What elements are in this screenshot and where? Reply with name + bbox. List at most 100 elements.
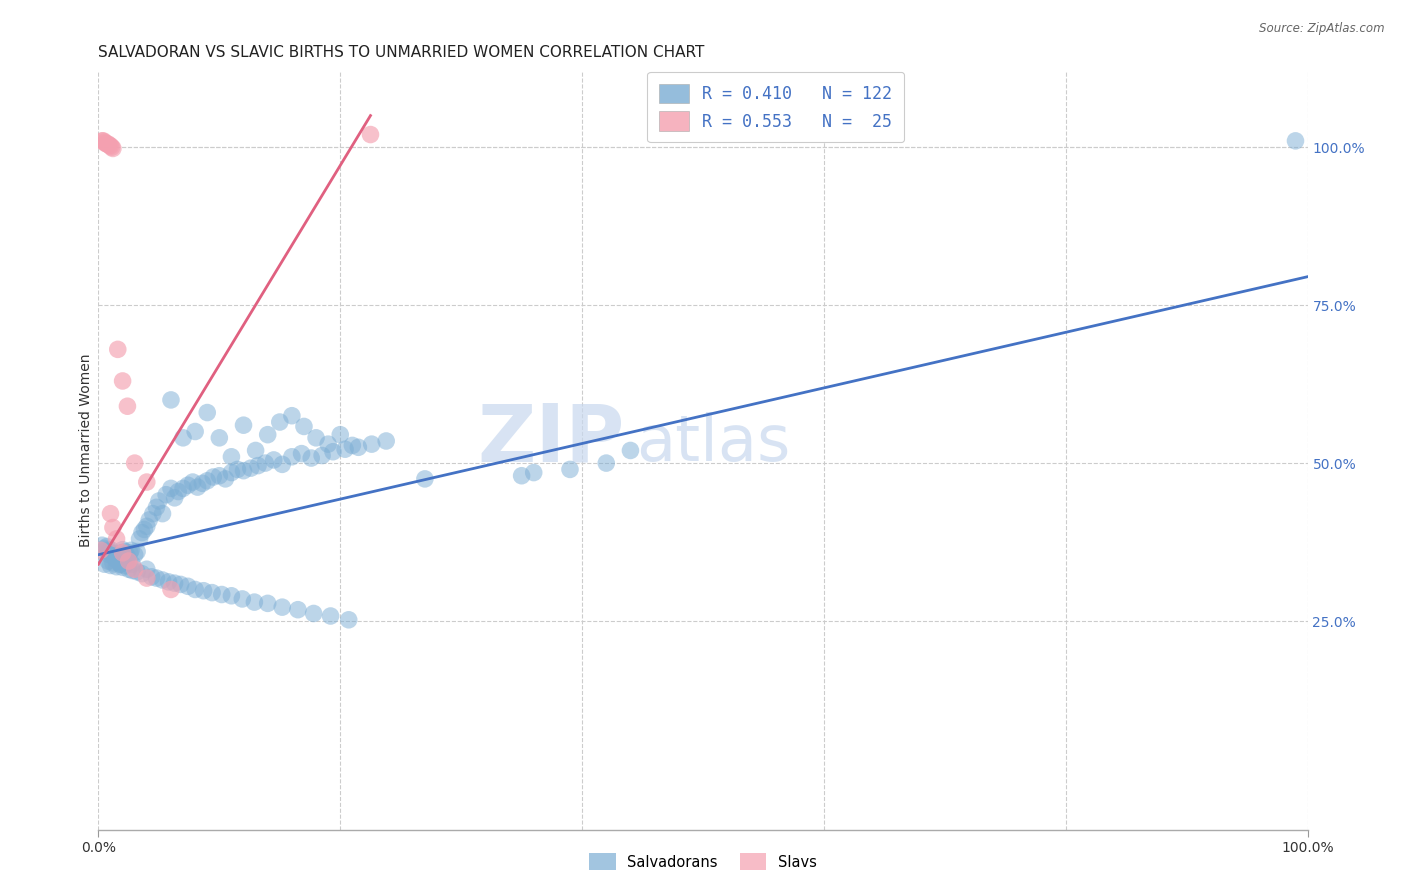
Point xyxy=(226,462,249,476)
Point xyxy=(269,415,291,429)
Point xyxy=(107,343,129,357)
Text: SALVADORAN VS SLAVIC BIRTHS TO UNMARRIED WOMEN CORRELATION CHART: SALVADORAN VS SLAVIC BIRTHS TO UNMARRIED… xyxy=(98,45,704,61)
Point xyxy=(254,456,277,470)
Point xyxy=(100,546,122,560)
Point xyxy=(232,464,254,478)
Point xyxy=(256,427,278,442)
Point xyxy=(100,558,122,573)
Point xyxy=(247,458,270,473)
Point xyxy=(141,570,163,584)
Legend: Salvadorans, Slavs: Salvadorans, Slavs xyxy=(582,847,824,878)
Point xyxy=(93,541,115,556)
Point xyxy=(124,548,146,562)
Point xyxy=(93,557,115,572)
Point xyxy=(111,374,134,388)
Point xyxy=(191,476,214,491)
Point xyxy=(138,513,160,527)
Point xyxy=(108,557,131,572)
Point xyxy=(131,566,153,581)
Point xyxy=(121,557,143,572)
Point xyxy=(160,582,183,597)
Point xyxy=(127,544,149,558)
Point xyxy=(177,579,200,593)
Point xyxy=(619,443,641,458)
Point xyxy=(117,549,139,564)
Point xyxy=(101,547,124,561)
Point xyxy=(305,431,328,445)
Point xyxy=(160,392,183,407)
Point xyxy=(211,588,233,602)
Point xyxy=(104,552,127,566)
Point xyxy=(118,546,141,560)
Point xyxy=(100,140,122,154)
Point xyxy=(135,562,157,576)
Point xyxy=(208,468,231,483)
Point xyxy=(360,128,382,142)
Point xyxy=(271,458,294,472)
Point xyxy=(115,552,138,566)
Point xyxy=(195,406,218,420)
Point xyxy=(208,431,231,445)
Point xyxy=(243,595,266,609)
Point xyxy=(101,141,124,155)
Point xyxy=(98,138,121,153)
Point xyxy=(163,491,186,505)
Point xyxy=(347,440,370,454)
Point xyxy=(202,470,225,484)
Point xyxy=(245,443,267,458)
Point xyxy=(155,488,177,502)
Point xyxy=(148,494,170,508)
Point xyxy=(111,542,134,557)
Point xyxy=(169,577,191,591)
Point xyxy=(299,451,322,466)
Point xyxy=(360,437,382,451)
Point xyxy=(111,560,134,574)
Point xyxy=(100,139,122,153)
Point xyxy=(333,442,356,457)
Point xyxy=(127,565,149,579)
Point xyxy=(145,500,167,515)
Point xyxy=(103,549,125,564)
Point xyxy=(263,453,285,467)
Point xyxy=(114,558,136,573)
Point xyxy=(94,543,117,558)
Point xyxy=(195,474,218,488)
Point xyxy=(181,475,204,489)
Point xyxy=(101,556,124,570)
Point xyxy=(118,554,141,568)
Point xyxy=(131,525,153,540)
Point xyxy=(316,437,339,451)
Point xyxy=(256,596,278,610)
Legend: R = 0.410   N = 122, R = 0.553   N =  25: R = 0.410 N = 122, R = 0.553 N = 25 xyxy=(647,72,904,143)
Point xyxy=(342,438,364,452)
Point xyxy=(90,543,112,558)
Point xyxy=(281,450,304,464)
Point xyxy=(128,532,150,546)
Point xyxy=(329,427,352,442)
Point xyxy=(271,600,294,615)
Point xyxy=(97,136,120,151)
Point xyxy=(1284,134,1306,148)
Point xyxy=(523,466,546,480)
Point xyxy=(558,462,581,476)
Point xyxy=(142,507,165,521)
Point xyxy=(135,571,157,585)
Point xyxy=(135,519,157,533)
Point xyxy=(163,576,186,591)
Point xyxy=(96,540,118,554)
Point xyxy=(91,134,114,148)
Point xyxy=(108,557,131,572)
Point xyxy=(110,546,132,560)
Point xyxy=(187,480,209,494)
Point xyxy=(177,478,200,492)
Point xyxy=(311,449,333,463)
Point xyxy=(292,419,315,434)
Text: Source: ZipAtlas.com: Source: ZipAtlas.com xyxy=(1260,22,1385,36)
Point xyxy=(94,136,117,151)
Point xyxy=(337,613,360,627)
Point xyxy=(232,418,254,433)
Point xyxy=(172,482,194,496)
Point xyxy=(107,553,129,567)
Point xyxy=(97,544,120,558)
Point xyxy=(221,466,243,480)
